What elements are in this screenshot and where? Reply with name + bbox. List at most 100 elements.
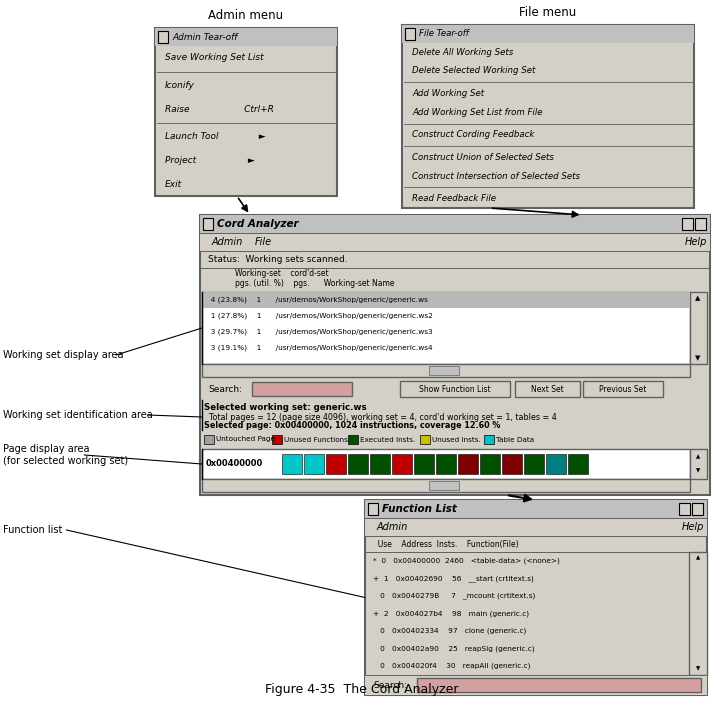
Text: 1 (27.8%)    1      /usr/demos/WorkShop/generic/generic.ws2: 1 (27.8%) 1 /usr/demos/WorkShop/generic/… xyxy=(206,313,433,319)
Bar xyxy=(370,454,390,474)
Text: 3 (19.1%)    1      /usr/demos/WorkShop/generic/generic.ws4: 3 (19.1%) 1 /usr/demos/WorkShop/generic/… xyxy=(206,345,432,351)
Text: ▼: ▼ xyxy=(696,355,701,361)
Text: Unused Functions: Unused Functions xyxy=(284,436,348,443)
Bar xyxy=(304,454,324,474)
Text: ▼: ▼ xyxy=(696,469,700,474)
Text: Page display area
(for selected working set): Page display area (for selected working … xyxy=(3,444,128,466)
Text: 3 (29.7%)    1      /usr/demos/WorkShop/generic/generic.ws3: 3 (29.7%) 1 /usr/demos/WorkShop/generic/… xyxy=(206,329,432,336)
Bar xyxy=(429,366,459,375)
Text: Launch Tool              ►: Launch Tool ► xyxy=(165,133,265,141)
Text: Construct Intersection of Selected Sets: Construct Intersection of Selected Sets xyxy=(412,171,580,180)
Bar xyxy=(400,381,510,397)
Bar xyxy=(417,678,701,692)
Text: Cord Analyzer: Cord Analyzer xyxy=(217,219,299,229)
Text: Function list: Function list xyxy=(3,525,62,535)
Text: Admin: Admin xyxy=(377,522,408,532)
Text: ▲: ▲ xyxy=(696,455,700,460)
Bar xyxy=(458,454,478,474)
Text: Raise                   Ctrl+R: Raise Ctrl+R xyxy=(165,104,274,114)
Text: Help: Help xyxy=(685,237,707,247)
Text: File Tear-off: File Tear-off xyxy=(419,30,469,39)
Bar xyxy=(348,435,358,444)
Text: Add Working Set List from File: Add Working Set List from File xyxy=(412,108,542,117)
Text: +  1   0x00402690    56   __start (crtitext.s): + 1 0x00402690 56 __start (crtitext.s) xyxy=(373,575,534,582)
Bar xyxy=(204,435,214,444)
Bar xyxy=(272,435,282,444)
Bar xyxy=(202,364,690,377)
Text: *  0   0x00400000  2460   <table-data> (<none>): * 0 0x00400000 2460 <table-data> (<none>… xyxy=(373,558,560,564)
Bar xyxy=(515,381,580,397)
Text: Delete All Working Sets: Delete All Working Sets xyxy=(412,48,513,57)
Text: Total pages = 12 (page size 4096), working set = 4, cord'd working set = 1, tabl: Total pages = 12 (page size 4096), worki… xyxy=(204,412,557,422)
Bar xyxy=(689,552,707,675)
Bar xyxy=(484,435,494,444)
Bar xyxy=(583,381,663,397)
Bar xyxy=(690,449,707,479)
Bar xyxy=(436,454,456,474)
Text: Working set display area: Working set display area xyxy=(3,350,124,360)
Bar xyxy=(405,28,415,40)
Bar xyxy=(252,382,352,396)
Text: Admin: Admin xyxy=(212,237,243,247)
Text: Project                  ►: Project ► xyxy=(165,156,254,165)
Bar xyxy=(682,218,693,230)
Bar xyxy=(420,435,430,444)
Bar xyxy=(202,449,690,479)
Text: Function List: Function List xyxy=(382,504,457,514)
Bar xyxy=(568,454,588,474)
Text: Previous Set: Previous Set xyxy=(599,384,646,393)
Bar xyxy=(365,518,707,536)
Text: Working set identification area: Working set identification area xyxy=(3,410,153,420)
Bar xyxy=(348,454,368,474)
Bar xyxy=(326,454,346,474)
Bar xyxy=(200,215,710,495)
Text: Untouched Page: Untouched Page xyxy=(216,436,275,443)
Text: Selected page: 0x00400000, 1024 instructions, coverage 12.60 %: Selected page: 0x00400000, 1024 instruct… xyxy=(204,422,500,431)
Text: Show Function List: Show Function List xyxy=(419,384,491,393)
Bar xyxy=(202,292,690,364)
Text: Delete Selected Working Set: Delete Selected Working Set xyxy=(412,66,535,75)
Bar xyxy=(524,454,544,474)
Text: Figure 4-35  The Cord Analyzer: Figure 4-35 The Cord Analyzer xyxy=(265,684,458,697)
Text: Construct Cording Feedback: Construct Cording Feedback xyxy=(412,130,534,140)
Text: 0x00400000: 0x00400000 xyxy=(206,460,263,469)
Bar xyxy=(429,481,459,490)
Text: Selected working set: generic.ws: Selected working set: generic.ws xyxy=(204,403,367,412)
Text: 0   0x00402334    97   clone (generic.c): 0 0x00402334 97 clone (generic.c) xyxy=(373,628,526,634)
Text: 0   0x0040279B     7   _mcount (crtitext.s): 0 0x0040279B 7 _mcount (crtitext.s) xyxy=(373,593,535,599)
Bar xyxy=(502,454,522,474)
Bar xyxy=(695,218,706,230)
Text: File menu: File menu xyxy=(519,6,577,19)
Bar xyxy=(679,503,690,515)
Text: 0   0x00402a90    25   reapSig (generic.c): 0 0x00402a90 25 reapSig (generic.c) xyxy=(373,645,535,652)
Bar xyxy=(546,454,566,474)
Text: Status:  Working sets scanned.: Status: Working sets scanned. xyxy=(208,255,348,264)
Bar xyxy=(365,500,707,518)
Text: 0   0x004020f4    30   reapAll (generic.c): 0 0x004020f4 30 reapAll (generic.c) xyxy=(373,663,531,670)
Text: Exit: Exit xyxy=(165,180,182,189)
Text: +  2   0x004027b4    98   main (generic.c): + 2 0x004027b4 98 main (generic.c) xyxy=(373,611,529,617)
Text: Save Working Set List: Save Working Set List xyxy=(165,54,264,62)
Text: Next Set: Next Set xyxy=(531,384,563,393)
Bar xyxy=(155,28,337,46)
Text: ▲: ▲ xyxy=(696,556,700,560)
Bar xyxy=(365,500,707,695)
Bar xyxy=(392,454,412,474)
Bar xyxy=(414,454,434,474)
Text: Use    Address  Insts.    Function(File): Use Address Insts. Function(File) xyxy=(373,539,518,548)
Bar xyxy=(480,454,500,474)
Bar xyxy=(203,218,213,230)
Text: Iconify: Iconify xyxy=(165,81,195,90)
Text: Read Feedback File: Read Feedback File xyxy=(412,194,496,203)
Bar xyxy=(365,675,707,695)
Bar xyxy=(202,479,690,492)
Text: Table Data: Table Data xyxy=(496,436,534,443)
Text: Working-set    cord'd-set: Working-set cord'd-set xyxy=(235,269,329,278)
Text: ▲: ▲ xyxy=(696,295,701,301)
Text: Admin menu: Admin menu xyxy=(208,9,283,22)
Text: Admin Tear-off: Admin Tear-off xyxy=(172,32,237,42)
Text: File: File xyxy=(255,237,272,247)
Text: ▼: ▼ xyxy=(696,666,700,671)
Text: Add Working Set: Add Working Set xyxy=(412,89,484,98)
Text: Construct Union of Selected Sets: Construct Union of Selected Sets xyxy=(412,153,554,162)
